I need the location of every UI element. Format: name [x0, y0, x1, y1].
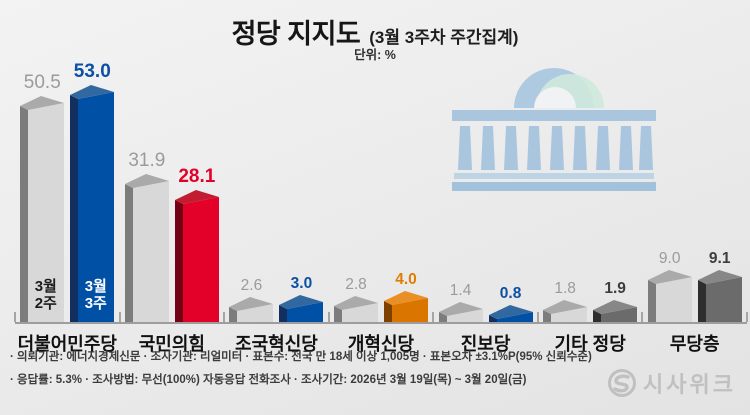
bar-face: [182, 197, 219, 322]
bar-face: [601, 307, 638, 322]
value-label: 1.4: [449, 282, 472, 299]
value-label: 2.8: [345, 276, 367, 293]
publisher-logo: 시사위크: [607, 367, 736, 399]
bar-face: [384, 291, 428, 305]
value-label: 50.5: [23, 72, 61, 93]
bar-face: [20, 106, 29, 322]
value-label: 2.6: [240, 277, 263, 294]
bar-face: [124, 174, 169, 188]
bar-3월 2주-조국혁신당: [229, 297, 274, 322]
bar-face: [446, 309, 483, 322]
value-label: 53.0: [73, 61, 111, 82]
bar-face: [229, 297, 274, 311]
bar-face: [342, 303, 378, 322]
bar-face: [279, 295, 324, 309]
bar-face: [647, 280, 656, 322]
bar-3월 2주-국민의힘: [124, 174, 169, 322]
bar-face: [551, 307, 588, 322]
category-label: 진보당: [460, 334, 511, 354]
bar-face: [488, 315, 497, 322]
bar-face: [287, 302, 324, 322]
publisher-logo-text: 시사위크: [643, 372, 736, 397]
bar-3월 2주-기타 정당: [543, 300, 588, 322]
axis-tick: [14, 312, 16, 322]
category-label: 더불어민주당: [17, 334, 117, 354]
page-title: 정당 지지도: [231, 19, 361, 49]
bar-face: [697, 280, 706, 322]
page-subtitle: (3월 3주차 주간집계): [369, 28, 519, 47]
bar-face: [705, 277, 742, 322]
bar-face: [334, 296, 378, 310]
bar-face: [543, 300, 588, 314]
bar-face: [20, 96, 65, 110]
value-label: 1.9: [604, 280, 626, 297]
value-label: 4.0: [395, 271, 417, 288]
bar-face: [70, 95, 79, 322]
bar-3월 2주-진보당: [438, 302, 483, 322]
bar-inline-legend: 3월 2주: [34, 278, 57, 312]
bar-3월 2주-더불어민주당: [20, 96, 65, 322]
axis-tick: [641, 312, 644, 322]
bar-face: [438, 312, 447, 322]
category-label: 개혁신당: [347, 334, 415, 354]
value-label: 3.0: [290, 275, 313, 292]
axis-tick: [432, 312, 435, 322]
x-axis-line: [15, 322, 747, 324]
unit-label: 단위: %: [354, 48, 396, 62]
bar-face: [174, 190, 219, 204]
value-label: 0.8: [499, 285, 522, 302]
category-label: 기타 정당: [554, 334, 626, 354]
bar-face: [70, 85, 115, 99]
bar-face: [334, 306, 342, 322]
title-bar: 정당 지지도 (3월 3주차 주간집계): [0, 12, 750, 51]
survey-detail-line2: · 응답률: 5.3% · 조사방법: 무선(100%) 자동응답 전화조사 ·…: [10, 374, 527, 386]
value-label: 28.1: [178, 166, 216, 187]
bar-face: [384, 301, 392, 322]
bar-face: [496, 312, 533, 322]
survey-detail-line1: · 의뢰기관: 에너지경제신문 · 조사기관: 리얼미터 · 표본수: 전국 만…: [10, 351, 592, 363]
bar-face: [28, 103, 65, 322]
bar-face: [132, 181, 169, 322]
bar-face: [488, 305, 533, 319]
bar-face: [237, 304, 274, 322]
bar-inline-legend: 3월 3주: [84, 278, 107, 312]
bar-face: [124, 184, 133, 322]
axis-tick: [536, 312, 539, 322]
bar-3월 3주-더불어민주당: [70, 85, 115, 322]
value-label: 1.8: [554, 280, 576, 297]
value-label: 9.0: [658, 250, 681, 267]
bar-3월 2주-개혁신당: [334, 296, 378, 322]
bar-face: [655, 277, 692, 322]
bar-3월 3주-진보당: [488, 305, 533, 322]
bar-3월 3주-기타 정당: [593, 300, 638, 322]
bar-3월 3주-개혁신당: [384, 291, 428, 322]
bar-face: [593, 300, 638, 314]
axis-tick: [223, 312, 226, 322]
category-label: 조국혁신당: [235, 334, 318, 354]
bar-face: [78, 92, 115, 322]
axis-tick: [327, 312, 330, 322]
value-label: 31.9: [128, 150, 166, 171]
bar-face: [392, 298, 428, 322]
category-label: 무당층: [669, 334, 720, 354]
assembly-building-icon: [452, 68, 656, 191]
bar-3월 3주-무당층: [697, 270, 742, 322]
axis-tick: [118, 312, 121, 322]
bar-face: [174, 200, 183, 322]
bar-3월 3주-국민의힘: [174, 190, 219, 322]
bar-3월 2주-무당층: [647, 270, 692, 322]
value-label: 9.1: [708, 250, 731, 267]
bar-face: [279, 305, 288, 322]
category-label: 국민의힘: [138, 334, 205, 354]
bar-face: [438, 302, 483, 316]
bar-face: [647, 270, 692, 284]
axis-tick: [746, 312, 748, 322]
s-circle-icon: [608, 369, 637, 397]
bar-3월 3주-조국혁신당: [279, 295, 324, 322]
bar-face: [229, 307, 238, 322]
bar-face: [697, 270, 742, 284]
